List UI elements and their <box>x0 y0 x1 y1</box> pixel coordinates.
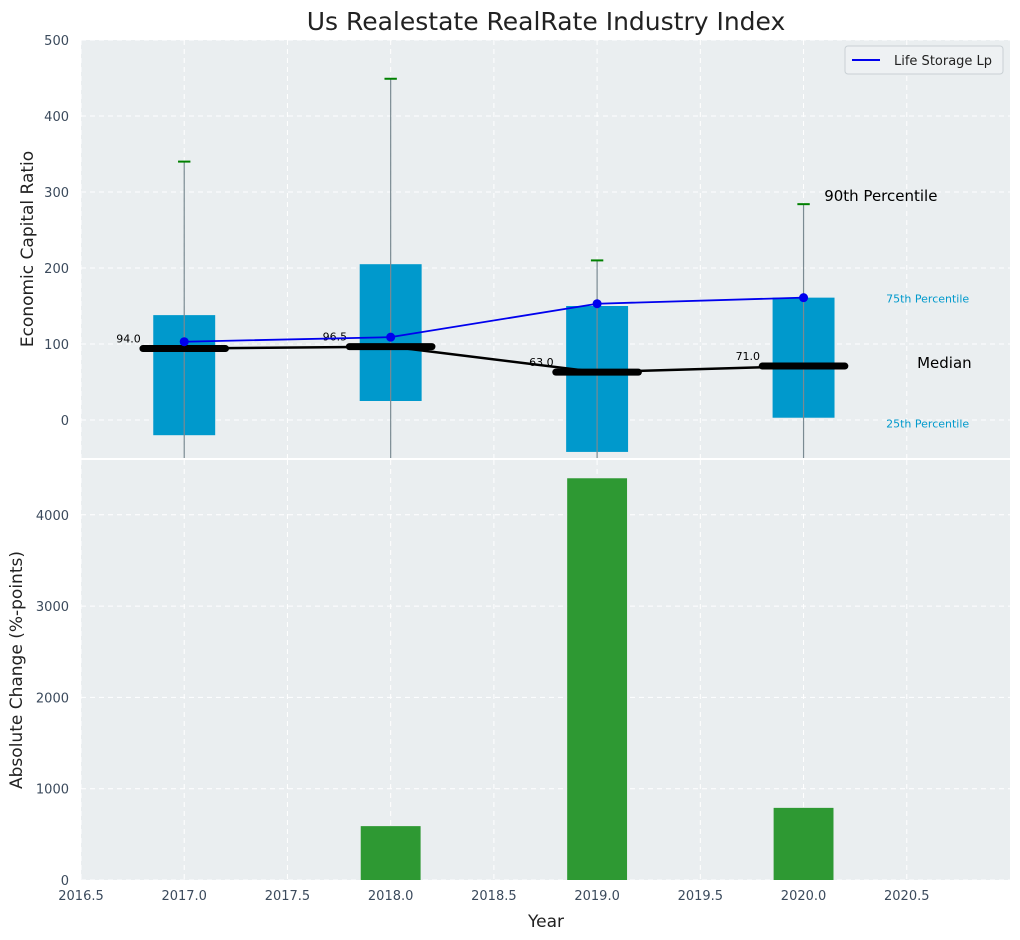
median-value-label: 63.0 <box>529 356 554 369</box>
x-tick-label: 2020.5 <box>884 889 930 904</box>
median-value-label: 96.5 <box>323 331 348 344</box>
x-tick-label: 2019.5 <box>678 889 724 904</box>
x-tick-label: 2017.0 <box>161 889 207 904</box>
change-bar <box>360 826 421 880</box>
top-y-tick-label: 300 <box>44 186 69 201</box>
legend: Life Storage Lp <box>844 45 1004 75</box>
x-tick-label: 2016.5 <box>58 889 104 904</box>
company-line <box>184 296 804 343</box>
bottom-y-tick-label: 0 <box>61 874 69 889</box>
top-plot-area <box>81 40 1010 458</box>
bottom-y-tick-label: 2000 <box>36 691 69 706</box>
change-bar <box>773 807 834 880</box>
top-y-tick-label: 400 <box>44 110 69 125</box>
company-point <box>592 299 602 309</box>
company-point <box>386 332 396 342</box>
bottom-plot-area <box>81 460 1010 880</box>
change-bar <box>567 478 628 880</box>
chart-title: Us Realestate RealRate Industry Index <box>307 7 786 36</box>
p90-annotation: 90th Percentile <box>824 187 937 205</box>
bottom-y-tick-label: 3000 <box>36 600 69 615</box>
top-y-tick-label: 200 <box>44 262 69 277</box>
x-tick-label: 2017.5 <box>265 889 311 904</box>
bottom-ylabel: Absolute Change (%-points) <box>7 551 27 789</box>
xlabel: Year <box>527 912 564 932</box>
company-point <box>799 293 809 303</box>
median-line <box>184 345 804 374</box>
p75-annotation: 75th Percentile <box>886 293 969 306</box>
legend-box <box>844 45 1004 75</box>
top-y-tick-label: 100 <box>44 338 69 353</box>
legend-label: Life Storage Lp <box>894 54 992 69</box>
x-tick-label: 2018.5 <box>471 889 517 904</box>
bottom-panel: 0 1000 2000 3000 4000 2016.5 2017.0 2017.5 2018.… <box>36 460 1010 904</box>
x-tick-label: 2019.0 <box>574 889 620 904</box>
p25-annotation: 25th Percentile <box>886 418 969 431</box>
median-value-label: 71.0 <box>736 350 761 363</box>
top-panel: 0 100 200 300 400 500 94.0 96.5 63.0 71.0 90th Per… <box>44 34 1010 460</box>
bottom-y-tick-label: 1000 <box>36 783 69 798</box>
top-ylabel: Economic Capital Ratio <box>18 151 38 347</box>
top-y-tick-label: 0 <box>61 414 69 429</box>
x-tick-label: 2018.0 <box>368 889 414 904</box>
bottom-y-tick-label: 4000 <box>36 509 69 524</box>
median-value-label: 94.0 <box>116 333 141 346</box>
top-y-tick-label: 500 <box>44 34 69 49</box>
company-point <box>179 337 189 347</box>
median-annotation: Median <box>917 354 972 372</box>
x-tick-label: 2020.0 <box>781 889 827 904</box>
